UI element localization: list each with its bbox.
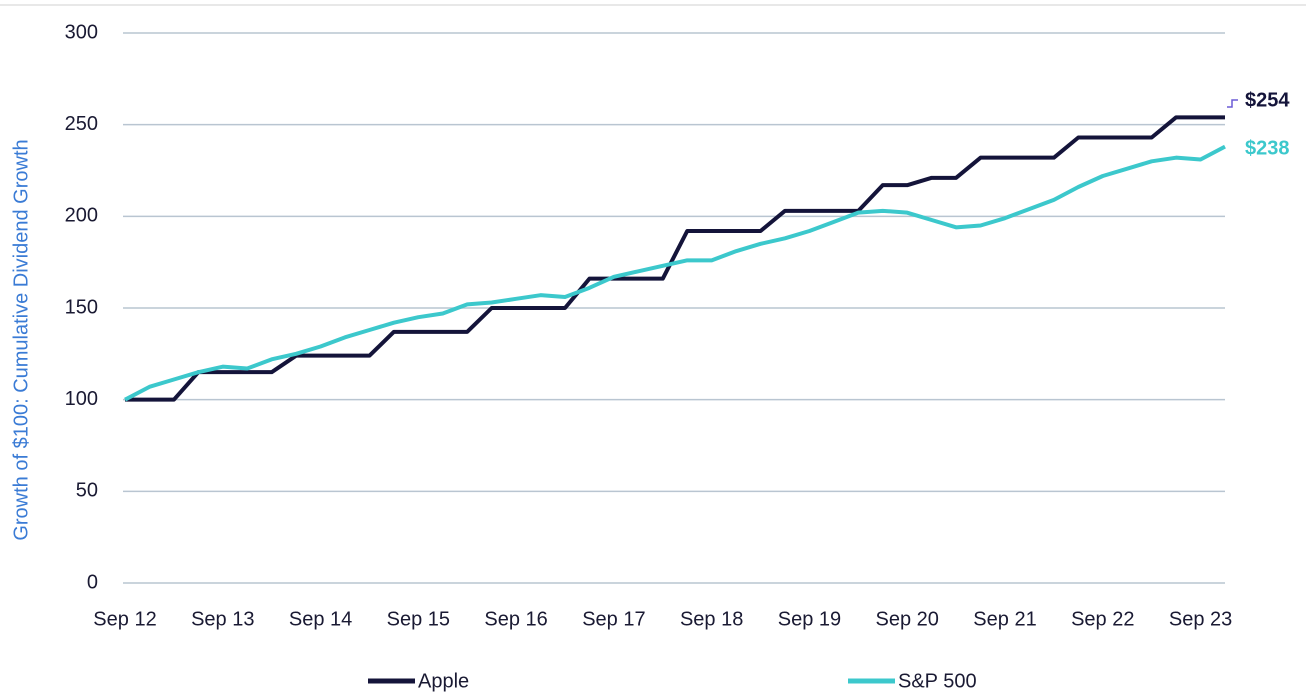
x-tick-label: Sep 19 <box>778 608 841 630</box>
x-tick-label: Sep 13 <box>191 608 254 630</box>
x-tick-label: Sep 15 <box>387 608 450 630</box>
x-tick-label: Sep 18 <box>680 608 743 630</box>
x-tick-label: Sep 17 <box>582 608 645 630</box>
x-tick-label: Sep 21 <box>973 608 1036 630</box>
x-tick-label: Sep 20 <box>876 608 939 630</box>
y-tick-label: 50 <box>76 480 98 502</box>
x-tick-label: Sep 23 <box>1169 608 1232 630</box>
y-tick-label: 0 <box>87 571 98 593</box>
line-series <box>124 144 1226 402</box>
y-tick-label: 200 <box>65 205 98 227</box>
x-tick-label: Sep 22 <box>1071 608 1134 630</box>
y-tick-label: 100 <box>65 388 98 410</box>
line-series <box>125 115 1225 402</box>
y-axis-label: Growth of $100: Cumulative Dividend Grow… <box>10 139 32 540</box>
x-tick-label: Sep 12 <box>93 608 156 630</box>
y-tick-label: 300 <box>65 21 98 43</box>
x-tick-label: Sep 16 <box>484 608 547 630</box>
x-tick-label: Sep 14 <box>289 608 352 630</box>
y-tick-label: 250 <box>65 113 98 135</box>
y-tick-label: 150 <box>65 296 98 318</box>
label-connector <box>1227 99 1238 108</box>
end-label: $254 <box>1245 89 1290 111</box>
legend-label: S&P 500 <box>898 670 977 692</box>
end-label: $238 <box>1245 137 1290 159</box>
legend-label: Apple <box>418 670 469 692</box>
